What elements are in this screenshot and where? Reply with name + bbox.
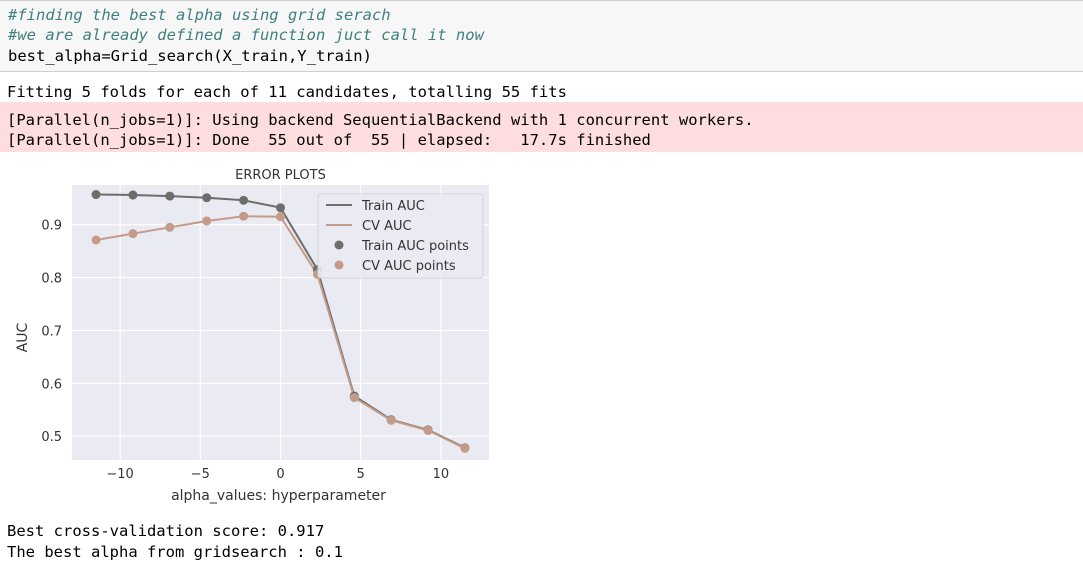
- stdout-text: Fitting 5 folds for each of 11 candidate…: [7, 83, 567, 101]
- data-point-cv: [423, 425, 433, 435]
- legend-label: Train AUC: [361, 199, 425, 214]
- code-cell[interactable]: #finding the best alpha using grid serac…: [0, 0, 1083, 72]
- y-tick-label: 0.9: [41, 219, 62, 234]
- data-point-cv: [460, 443, 470, 453]
- error-plot-chart: −10 −5 0 5 10 0.5 0.6 0.7 0.8 0.9 ERROR PLOTS alpha…: [15, 168, 489, 504]
- x-tick-label: 10: [433, 467, 450, 482]
- data-point-train: [128, 190, 138, 200]
- best-alpha-text: The best alpha from gridsearch : 0.1: [7, 543, 343, 561]
- data-point-cv: [202, 216, 212, 226]
- y-tick-label: 0.7: [41, 324, 62, 339]
- code-line: #finding the best alpha using grid serac…: [8, 6, 391, 24]
- data-point-cv: [276, 212, 285, 222]
- data-point-train: [91, 190, 101, 200]
- legend-point-swatch: [334, 260, 344, 270]
- data-point-cv: [239, 211, 249, 221]
- y-tick-label: 0.6: [41, 377, 62, 392]
- y-tick-label: 0.8: [41, 272, 62, 287]
- data-point-cv: [349, 393, 359, 403]
- data-point-cv: [91, 235, 101, 245]
- code-line: #we are already defined a function juct …: [8, 26, 484, 44]
- legend-label: Train AUC points: [361, 239, 469, 254]
- data-point-cv: [165, 222, 175, 232]
- x-tick-label: −5: [191, 467, 210, 482]
- stderr-line: [Parallel(n_jobs=1)]: Using backend Sequ…: [7, 111, 754, 129]
- legend-point-swatch: [334, 240, 344, 250]
- stderr-output: [Parallel(n_jobs=1)]: Using backend Sequ…: [0, 102, 1083, 152]
- y-axis-label: AUC: [15, 322, 31, 352]
- x-tick-label: 5: [357, 467, 365, 482]
- data-point-train: [276, 203, 285, 213]
- x-axis-label: alpha_values: hyperparameter: [171, 488, 386, 504]
- data-point-cv: [128, 229, 138, 239]
- data-point-cv: [386, 415, 396, 425]
- data-point-train: [202, 193, 212, 203]
- code-line: best_alpha=Grid_search(X_train,Y_train): [8, 47, 372, 65]
- y-tick-label: 0.5: [41, 430, 62, 445]
- stderr-line: [Parallel(n_jobs=1)]: Done 55 out of 55 …: [7, 131, 651, 149]
- data-point-train: [239, 195, 249, 205]
- x-tick-label: −10: [106, 467, 133, 482]
- best-score-text: Best cross-validation score: 0.917: [7, 522, 325, 540]
- legend-label: CV AUC: [362, 219, 412, 234]
- chart-title: ERROR PLOTS: [235, 168, 326, 183]
- legend-box: [317, 193, 484, 279]
- x-tick-label: 0: [276, 467, 284, 482]
- legend-label: CV AUC points: [362, 259, 456, 274]
- data-point-train: [165, 191, 175, 201]
